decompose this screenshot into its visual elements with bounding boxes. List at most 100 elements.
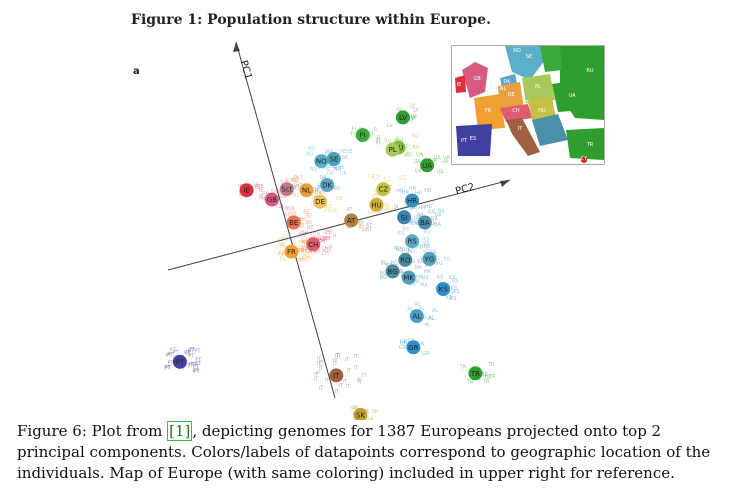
datapoint-label: AL: [421, 314, 427, 320]
caption-prefix: Figure 6: Plot from: [17, 422, 168, 440]
population-centroid-gr: GR: [406, 340, 421, 355]
datapoint-label: CZ: [384, 177, 391, 183]
datapoint-label: IT: [345, 357, 350, 363]
datapoint-label: SK: [363, 409, 370, 415]
datapoint-label: BA: [434, 222, 441, 228]
map-balkans: [532, 114, 568, 146]
datapoint-label: PL: [406, 145, 412, 151]
centroid-label: CZ: [379, 186, 389, 194]
centroid-label: FI: [360, 132, 366, 140]
population-centroid-lv: LV: [395, 110, 410, 125]
datapoint-label: CH: [320, 236, 327, 242]
centroid-marker: [398, 252, 413, 267]
datapoint-label: GR: [417, 342, 425, 348]
datapoint-label: NO: [325, 151, 333, 157]
datapoint-label: PT: [188, 349, 195, 355]
population-centroid-sct: Sct: [279, 182, 294, 197]
map-ukraine: [552, 80, 585, 112]
datapoint-label: CH: [321, 246, 328, 252]
datapoint-label: AL: [415, 301, 421, 307]
datapoint-label: AT: [357, 219, 364, 225]
datapoint-label: TR: [459, 365, 467, 371]
datapoint-label: DE: [336, 196, 343, 202]
map-region-label: CY: [581, 156, 588, 162]
datapoint-label: CH: [297, 248, 304, 254]
datapoint-label: MK: [421, 275, 429, 281]
datapoint-label: FR: [282, 237, 289, 243]
map-region-label: AT: [523, 100, 530, 106]
datapoint-label: YG: [435, 261, 443, 267]
datapoint-label: CH: [318, 239, 325, 245]
datapoint-label: IT: [317, 356, 322, 362]
datapoint-label: HR: [409, 186, 417, 192]
citation-link[interactable]: [1]: [167, 421, 193, 441]
datapoint-label: RS: [422, 245, 429, 251]
datapoint-label: RO: [408, 248, 415, 254]
map-cyprus: [581, 157, 587, 163]
datapoint-label: PT: [185, 352, 192, 358]
population-centroid-fr: FR: [284, 244, 299, 259]
map-region-label: PL: [535, 84, 541, 90]
population-centroid-gb: GB: [264, 192, 279, 207]
datapoint-label: GR: [400, 339, 408, 345]
datapoint-label: FR: [305, 248, 312, 254]
datapoint-label: TR: [481, 372, 489, 378]
datapoint-label: IT: [325, 378, 330, 384]
datapoint-label: IE: [255, 184, 260, 190]
population-centroid-ua: UA: [420, 158, 435, 173]
datapoint-label: PT: [193, 364, 200, 370]
centroid-label: SE: [329, 156, 338, 164]
datapoint-label: NL: [293, 178, 300, 184]
datapoint-label: IE: [254, 183, 259, 189]
datapoint-label: CZ: [368, 174, 375, 180]
map-region-label: RU: [586, 68, 593, 74]
datapoint-label: HU: [385, 207, 393, 213]
datapoint-label: IE: [259, 188, 264, 194]
population-centroid-mk: MK: [401, 270, 416, 285]
datapoint-label: KS: [449, 275, 455, 281]
datapoint-label: RS: [423, 241, 430, 247]
datapoint-label: AL: [407, 306, 413, 312]
datapoint-label: CZ: [373, 176, 380, 182]
population-centroid-ks: KS: [436, 282, 451, 296]
datapoint-label: BE: [307, 225, 314, 231]
datapoint-label: YG: [422, 249, 430, 255]
datapoint-label: FI: [369, 130, 373, 136]
datapoint-label: YG: [428, 249, 436, 255]
datapoint-label: UA: [430, 158, 438, 164]
map-region-label: ES: [470, 136, 476, 142]
datapoint-label: IT: [362, 373, 367, 379]
datapoint-label: BG: [380, 270, 387, 276]
datapoint-label: GB: [262, 191, 270, 197]
centroid-label: NL: [302, 187, 311, 195]
datapoint-label: AT: [359, 225, 366, 231]
datapoint-label: IE: [259, 184, 264, 190]
datapoint-label: FR: [299, 248, 306, 254]
datapoint-label: HU: [379, 206, 387, 212]
pc1-axis-line: [235, 41, 336, 399]
centroid-marker: [344, 213, 359, 228]
datapoint-label: IE: [259, 194, 264, 200]
centroid-label: GR: [408, 344, 418, 352]
datapoint-label: RS: [422, 237, 429, 243]
datapoint-label: GB: [279, 194, 287, 200]
datapoint-label: BE: [284, 213, 291, 219]
population-centroid-pl: PL: [385, 142, 400, 157]
datapoint-label: GB: [276, 204, 284, 210]
datapoint-label: PT: [193, 368, 200, 374]
datapoint-label: UA: [441, 159, 449, 165]
datapoint-label: PT: [166, 353, 173, 359]
datapoint-label: HR: [425, 204, 433, 210]
population-centroid-fi: FI: [355, 128, 370, 143]
datapoint-label: LV: [396, 107, 402, 113]
datapoint-label: AL: [428, 316, 434, 322]
map-region-label: IE: [457, 82, 462, 88]
population-centroid-ie: IE: [239, 183, 254, 198]
datapoint-label: SK: [362, 419, 369, 420]
centroid-label: IE: [243, 187, 250, 195]
datapoint-label: IT: [334, 389, 339, 395]
datapoint-label: FR: [298, 240, 305, 246]
datapoint-label: MK: [424, 269, 432, 275]
datapoint-label: SI: [414, 215, 419, 221]
datapoint-label: CH: [329, 234, 336, 240]
